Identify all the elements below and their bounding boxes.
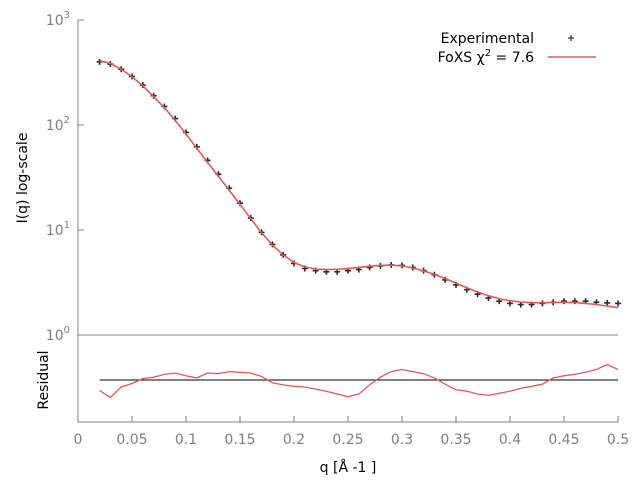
y-tick-label: 102 xyxy=(46,115,70,134)
x-tick-label: 0.15 xyxy=(224,432,255,448)
x-axis-label: q [Å -1 ] xyxy=(320,459,377,476)
legend-experimental-label: Experimental xyxy=(441,31,534,47)
x-tick-label: 0 xyxy=(74,432,83,448)
experimental-point xyxy=(615,300,621,307)
top-y-ticks: 100 101 102 103 xyxy=(46,10,84,344)
x-tick-label: 0.05 xyxy=(116,432,147,448)
experimental-point xyxy=(561,298,567,305)
residual-axis-label: Residual xyxy=(36,350,52,409)
experimental-point xyxy=(604,299,611,306)
x-ticks: 0 0.05 0.1 0.15 0.2 0.25 0.3 0.35 0.4 0.45 0.5 xyxy=(74,416,629,448)
intensity-panel: 100 101 102 103 I(q) log-scale xyxy=(15,10,621,344)
legend: Experimental FoXS χ2 = 7.6 xyxy=(438,31,596,66)
legend-experimental-marker xyxy=(568,35,574,41)
experimental-series xyxy=(96,58,621,308)
x-tick-label: 0.5 xyxy=(607,432,629,448)
x-tick-label: 0.1 xyxy=(175,432,197,448)
x-tick-label: 0.35 xyxy=(440,432,471,448)
y-tick-label: 101 xyxy=(46,220,70,239)
y-tick-label: 103 xyxy=(46,10,70,29)
x-tick-label: 0.2 xyxy=(283,432,305,448)
y-tick-label: 100 xyxy=(46,325,70,344)
residual-panel: Residual 0 0.05 0.1 0.15 0.2 0.25 0.3 0.35 0.4 0.… xyxy=(36,335,629,476)
foxs-fit-line xyxy=(99,59,619,309)
x-tick-label: 0.4 xyxy=(499,432,521,448)
y-axis-label: I(q) log-scale xyxy=(15,133,31,224)
x-tick-label: 0.3 xyxy=(391,432,413,448)
residual-line xyxy=(99,363,619,399)
x-tick-label: 0.25 xyxy=(332,432,363,448)
x-tick-label: 0.45 xyxy=(548,432,579,448)
legend-foxs-label: FoXS χ2 = 7.6 xyxy=(438,48,535,66)
